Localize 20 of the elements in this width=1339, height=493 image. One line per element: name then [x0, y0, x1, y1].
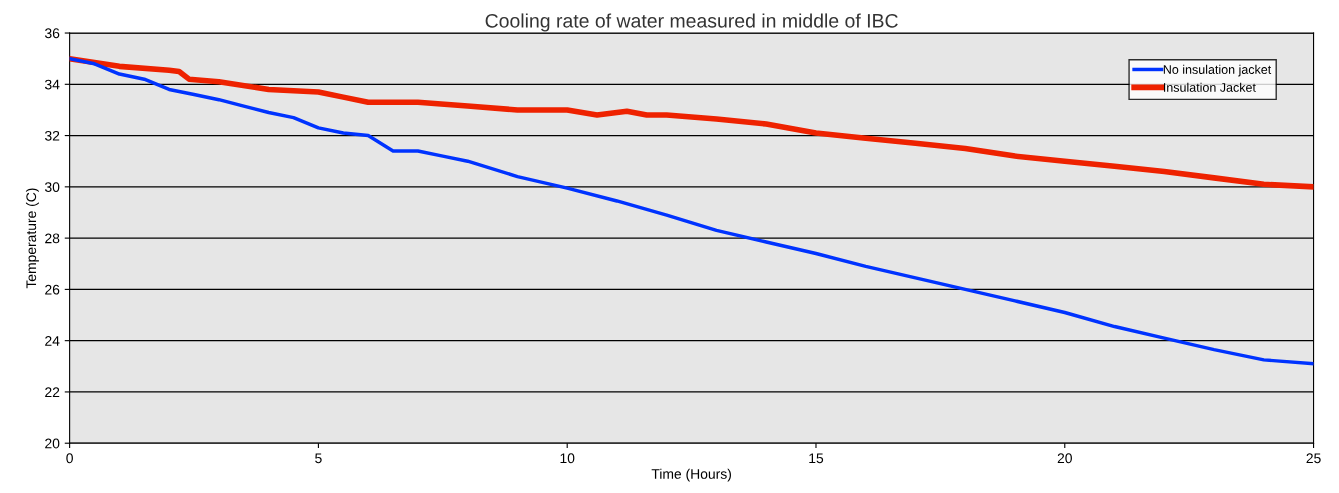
x-tick-label: 20 [1057, 453, 1072, 464]
y-tick-label: 24 [45, 336, 60, 346]
legend-label: No insulation jacket [1163, 64, 1272, 77]
legend-label: Insulation Jacket [1163, 82, 1256, 92]
x-tick-label: 0 [66, 453, 73, 464]
y-axis-title: Temperature (C) [25, 188, 39, 289]
y-tick-label: 34 [44, 79, 60, 90]
x-tick-label: 10 [560, 453, 575, 464]
x-tick-label: 5 [315, 453, 322, 464]
y-tick-label: 26 [45, 284, 60, 295]
chart-title: Cooling rate of water measured in middle of IBC [485, 13, 898, 32]
y-tick-label: 22 [45, 387, 60, 397]
y-tick-label: 32 [44, 130, 60, 141]
y-tick-label: 30 [44, 182, 60, 193]
x-tick-label: 15 [809, 453, 824, 464]
y-tick-label: 36 [44, 28, 60, 39]
x-axis-title: Time (Hours) [651, 468, 731, 482]
y-tick-label: 28 [45, 233, 60, 244]
y-tick-label: 20 [45, 438, 60, 449]
x-tick-label: 25 [1306, 453, 1321, 464]
